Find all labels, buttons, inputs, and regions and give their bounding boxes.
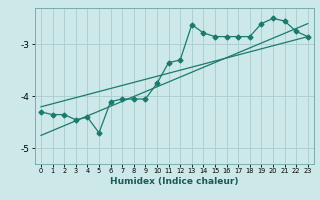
X-axis label: Humidex (Indice chaleur): Humidex (Indice chaleur) bbox=[110, 177, 239, 186]
